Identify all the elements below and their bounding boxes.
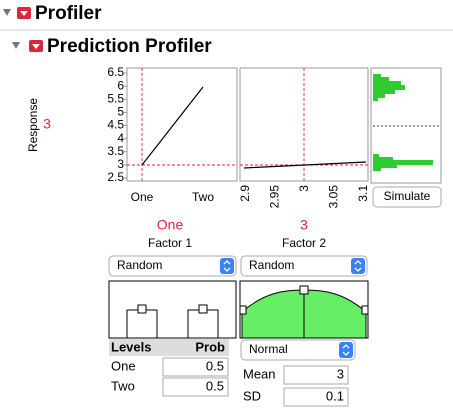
x-tick-label: Two: [192, 190, 214, 204]
disclosure-triangle[interactable]: [12, 42, 20, 49]
input-box[interactable]: [162, 377, 229, 397]
y-tick-label: 6.5: [107, 65, 124, 79]
dropdown[interactable]: [240, 339, 356, 361]
table-header: [109, 339, 229, 356]
dropdown-arrow-box: [339, 342, 353, 358]
handle[interactable]: [299, 285, 309, 295]
y-tick-label: 5: [117, 105, 124, 119]
profile-line: [243, 161, 367, 169]
dropdown-arrow-box: [351, 258, 365, 274]
simulate-label: Simulate: [384, 189, 431, 203]
section-title: Profiler: [35, 3, 102, 24]
factor-name: Factor 1: [148, 236, 192, 250]
handle[interactable]: [198, 304, 208, 314]
factor-current-value: One: [157, 217, 184, 233]
dropdown[interactable]: [108, 255, 237, 277]
table-header-cell: Prob: [195, 339, 225, 354]
param-name: SD: [243, 388, 261, 403]
dropdown[interactable]: [240, 255, 368, 277]
dropdown-arrows: [342, 344, 350, 356]
level-prob: 0.5: [206, 358, 224, 373]
y-tick-label: 4: [117, 131, 124, 145]
dropdown-label: Random: [249, 258, 294, 272]
section-title: Prediction Profiler: [47, 36, 212, 57]
disclosure-triangle[interactable]: [3, 9, 11, 16]
y-current-value: 3: [43, 116, 51, 132]
y-tick-label: 4.5: [107, 118, 124, 132]
plot-frame: [126, 67, 238, 182]
profile-line: [141, 86, 204, 166]
handle[interactable]: [361, 305, 369, 315]
y-tick-label: 3: [117, 157, 124, 171]
param-value: 3: [337, 366, 344, 381]
x-tick-label: 3.05: [327, 185, 341, 209]
factor-current-value: 3: [300, 217, 308, 233]
dropdown-arrow-box: [220, 258, 234, 274]
input-box[interactable]: [283, 387, 349, 407]
y-tick-label: 6: [117, 78, 124, 92]
x-tick-label: 2.9: [238, 185, 252, 202]
x-tick-label: 3.1: [356, 185, 370, 202]
simulation-histogram: [373, 74, 433, 171]
param-name: Mean: [243, 366, 276, 381]
param-value: 0.1: [326, 388, 344, 403]
x-tick-label: One: [131, 190, 154, 204]
y-tick-label: 2.5: [107, 170, 124, 184]
x-tick-label: 2.95: [268, 185, 282, 209]
input-box[interactable]: [162, 357, 229, 377]
menu-icon-arrow: [20, 11, 28, 16]
x-tick-label: 3: [297, 185, 311, 192]
dropdown-arrows: [354, 260, 362, 272]
dropdown-label: Normal: [249, 342, 288, 356]
dropdown-label: Random: [117, 258, 162, 272]
table-header-cell: Levels: [111, 339, 151, 354]
menu-icon-arrow: [32, 44, 40, 49]
dropdown-arrows: [223, 260, 231, 272]
input-box[interactable]: [283, 365, 349, 385]
y-axis-label: Response: [26, 98, 40, 152]
y-tick-label: 5.5: [107, 91, 124, 105]
handle[interactable]: [239, 305, 247, 315]
level-name: One: [111, 358, 136, 373]
y-tick-label: 3.5: [107, 144, 124, 158]
factor-name: Factor 2: [282, 236, 326, 250]
handle[interactable]: [137, 304, 147, 314]
level-prob: 0.5: [206, 378, 224, 393]
simulate-button[interactable]: [372, 186, 442, 208]
level-name: Two: [111, 378, 135, 393]
